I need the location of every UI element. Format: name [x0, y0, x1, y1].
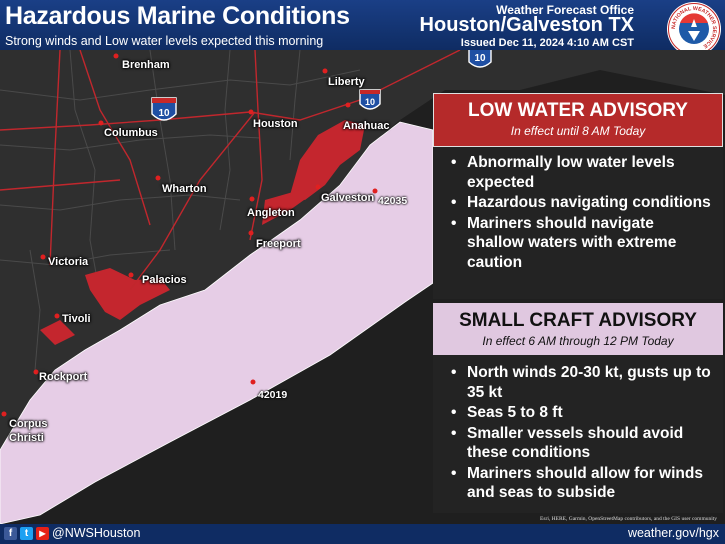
buoy-42019: 42019: [258, 389, 288, 401]
twitter-icon[interactable]: t: [20, 527, 33, 540]
county-lines: [0, 50, 361, 371]
city-rockport: Rockport: [39, 371, 88, 383]
low-water-advisory-header: LOW WATER ADVISORY In effect until 8 AM …: [433, 93, 723, 147]
interstate-shield-1: 10: [151, 97, 177, 121]
shield-number: 10: [474, 53, 486, 64]
city-liberty: Liberty: [328, 76, 365, 88]
page-subtitle: Strong winds and Low water levels expect…: [5, 34, 324, 48]
city-galveston: Galveston: [321, 192, 375, 204]
city-anahuac: Anahuac: [343, 120, 390, 132]
office-label: Weather Forecast Office: [496, 3, 634, 17]
social-handle[interactable]: @NWSHouston: [52, 526, 141, 540]
city-corpus: Corpus: [9, 418, 48, 430]
interstate-shield-3: 10: [468, 50, 492, 68]
city-christi: Christi: [9, 432, 44, 444]
youtube-icon[interactable]: ▶: [36, 527, 49, 540]
issued-time: Issued Dec 11, 2024 4:10 AM CST: [460, 37, 634, 49]
land-area: [0, 50, 725, 450]
low-water-bullet: Hazardous navigating conditions: [451, 193, 715, 213]
map-credits: Esri, HERE, Garmin, OpenStreetMap contri…: [540, 516, 718, 522]
city-dots: [1, 53, 378, 417]
nws-logo-icon: NATIONAL WEATHER SERVICE: [667, 2, 721, 56]
city-wharton: Wharton: [162, 183, 207, 195]
small-craft-bullet: Smaller vessels should avoid these condi…: [451, 424, 715, 463]
social-icons: f t ▶: [4, 527, 49, 540]
shield-number: 10: [365, 97, 375, 107]
small-craft-subtitle: In effect 6 AM through 12 PM Today: [482, 334, 674, 348]
low-water-bullet: Abnormally low water levels expected: [451, 153, 715, 192]
city-palacios: Palacios: [142, 274, 187, 286]
small-craft-bullet: Seas 5 to 8 ft: [451, 403, 715, 423]
header-bar: Hazardous Marine Conditions Strong winds…: [0, 0, 725, 56]
low-water-title: LOW WATER ADVISORY: [468, 100, 688, 121]
website-link[interactable]: weather.gov/hgx: [627, 526, 719, 540]
facebook-icon[interactable]: f: [4, 527, 17, 540]
low-water-details: Abnormally low water levels expected Haz…: [433, 147, 723, 299]
small-craft-title: SMALL CRAFT ADVISORY: [459, 310, 697, 331]
city-tivoli: Tivoli: [62, 313, 91, 325]
small-craft-advisory-header: SMALL CRAFT ADVISORY In effect 6 AM thro…: [433, 303, 723, 355]
small-craft-bullet: Mariners should allow for winds and seas…: [451, 464, 715, 503]
city-columbus: Columbus: [104, 127, 158, 139]
small-craft-zone: [0, 121, 434, 524]
low-water-subtitle: In effect until 8 AM Today: [510, 124, 646, 138]
city-angleton: Angleton: [247, 207, 295, 219]
advisory-panel: LOW WATER ADVISORY In effect until 8 AM …: [433, 93, 723, 513]
small-craft-bullet: North winds 20-30 kt, gusts up to 35 kt: [451, 363, 715, 402]
city-freeport: Freeport: [256, 238, 301, 250]
low-water-bullet: Mariners should navigate shallow waters …: [451, 214, 715, 273]
page-title: Hazardous Marine Conditions: [5, 2, 350, 30]
interstate-shield-2: 10: [359, 89, 381, 110]
low-water-areas: [40, 120, 365, 345]
city-houston: Houston: [253, 118, 298, 130]
footer-bar: f t ▶ @NWSHouston weather.gov/hgx: [0, 524, 725, 544]
small-craft-details: North winds 20-30 kt, gusts up to 35 kt …: [433, 355, 723, 513]
office-location: Houston/Galveston TX: [419, 14, 634, 36]
buoy-42035: 42035: [378, 195, 408, 207]
city-victoria: Victoria: [48, 256, 89, 268]
city-brenham: Brenham: [122, 59, 170, 71]
shield-number: 10: [158, 108, 170, 119]
